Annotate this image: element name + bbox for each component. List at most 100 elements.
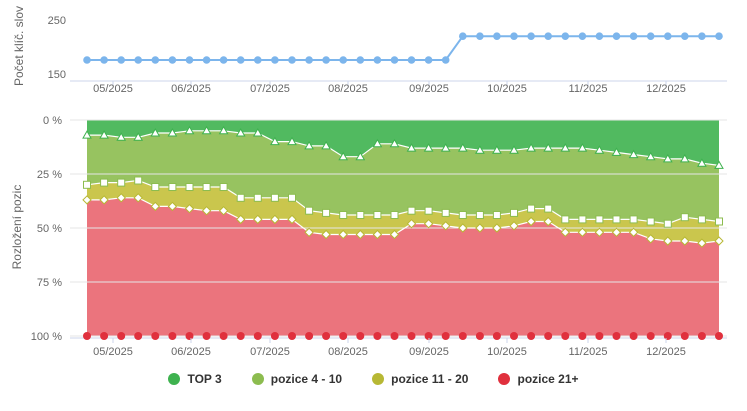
- legend-item-pozice-4-10[interactable]: pozice 4 - 10: [251, 372, 343, 386]
- top3-point: [679, 153, 690, 163]
- top3-point: [270, 136, 280, 146]
- top3-point: [526, 143, 536, 152]
- top3-point: [184, 125, 195, 135]
- pozice-11-20-point: [543, 216, 553, 227]
- pozice-11-20-point: [492, 223, 502, 233]
- top3-point: [304, 140, 314, 150]
- top3-point: [287, 136, 297, 146]
- pozice-11-20-point: [714, 236, 724, 246]
- top3-point: [235, 127, 246, 137]
- pozice-11-20-point: [594, 227, 605, 238]
- bottom-x-tick-label: 07/2025: [250, 346, 290, 358]
- pozice-4-10-point: [475, 211, 484, 219]
- area-pozice-4-10: [87, 130, 719, 224]
- pozice-11-20-point: [645, 234, 656, 244]
- legend-marker-icon: [498, 373, 511, 385]
- top3-point: [697, 158, 707, 167]
- top3-point: [645, 151, 656, 161]
- bottom-y-tick-label: 75 %: [37, 277, 62, 289]
- keyword-count-point: [441, 56, 450, 64]
- top3-point: [509, 145, 519, 154]
- pozice-11-20-point: [167, 201, 178, 212]
- top3-point: [662, 153, 673, 163]
- top3-point: [594, 145, 605, 154]
- legend-item-pozice-21plus[interactable]: pozice 21+: [498, 372, 579, 386]
- top-chart-line-layer: [83, 32, 723, 64]
- pozice-21plus-point: [253, 332, 262, 340]
- top3-point: [389, 138, 400, 148]
- area-top3: [87, 120, 719, 166]
- pozice-11-20-point: [116, 193, 126, 203]
- pozice-21plus-point: [595, 332, 604, 340]
- pozice-21plus-point: [219, 332, 228, 340]
- keyword-count-point: [219, 56, 228, 64]
- top3-point: [99, 130, 109, 139]
- pozice-4-10-point: [458, 211, 467, 219]
- pozice-4-10-point: [527, 204, 536, 213]
- top3-point: [150, 127, 161, 137]
- pozice-21plus-point: [612, 332, 621, 340]
- pozice-4-10-point: [134, 176, 143, 185]
- bottom-x-tick-label: 09/2025: [409, 346, 449, 358]
- pozice-21plus-point: [527, 332, 536, 340]
- keyword-count-point: [681, 32, 689, 40]
- pozice-4-10-point: [185, 183, 194, 191]
- pozice-21plus-point: [680, 332, 689, 340]
- legend-label: TOP 3: [187, 372, 222, 386]
- pozice-4-10-point: [151, 183, 160, 191]
- legend-label: pozice 21+: [517, 372, 579, 386]
- top-chart-y-ticks: 250 150: [48, 15, 66, 81]
- pozice-11-20-point: [355, 229, 366, 240]
- legend-label: pozice 4 - 10: [270, 372, 343, 386]
- pozice-4-10-point: [578, 215, 587, 224]
- keyword-count-point: [253, 56, 262, 64]
- legend-marker-icon: [251, 373, 264, 385]
- pozice-21plus-point: [424, 332, 433, 340]
- legend-item-top3[interactable]: TOP 3: [168, 372, 222, 386]
- top-x-tick-label: 10/2025: [487, 83, 527, 95]
- pozice-21plus-point: [458, 332, 467, 340]
- legend-label: pozice 11 - 20: [391, 372, 469, 386]
- bottom-y-axis-title: Rozložení pozic: [10, 185, 24, 270]
- pozice-21plus-point: [356, 332, 365, 340]
- top3-point: [252, 127, 263, 137]
- pozice-21plus-point: [322, 332, 331, 340]
- pozice-4-10-point: [510, 208, 518, 217]
- pozice-11-20-point: [201, 205, 212, 216]
- pozice-4-10-point: [441, 208, 450, 217]
- top3-point: [457, 143, 468, 152]
- keyword-count-point: [168, 56, 177, 64]
- keyword-count-point: [544, 32, 552, 40]
- pozice-21plus-point: [629, 332, 638, 340]
- pozice-4-10-point: [390, 211, 399, 219]
- bottom-y-tick-label: 100 %: [31, 331, 62, 343]
- pozice-11-20-point: [628, 227, 639, 238]
- keyword-count-point: [510, 32, 518, 40]
- pozice-4-10-point: [680, 213, 689, 222]
- pozice-21plus-point: [715, 332, 723, 340]
- top-x-tick-label: 09/2025: [409, 83, 449, 95]
- keyword-count-point: [407, 56, 416, 64]
- top3-point: [355, 151, 366, 161]
- top3-point: [372, 138, 383, 148]
- pozice-4-10-point: [236, 193, 245, 202]
- pozice-21plus-point: [134, 332, 143, 340]
- keyword-count-point: [664, 32, 672, 40]
- pozice-11-20-point: [372, 229, 383, 240]
- top-x-tick-label: 06/2025: [171, 83, 211, 95]
- top-x-tick-label: 11/2025: [569, 83, 608, 95]
- top3-point: [577, 143, 588, 152]
- top3-point: [218, 125, 229, 135]
- bottom-x-tick-label: 08/2025: [328, 346, 368, 358]
- pozice-21plus-point: [578, 332, 587, 340]
- pozice-4-10-point: [492, 211, 501, 219]
- legend-item-pozice-11-20[interactable]: pozice 11 - 20: [372, 372, 468, 386]
- pozice-4-10-point: [83, 180, 91, 189]
- keyword-count-point: [288, 56, 296, 64]
- pozice-4-10-point: [356, 211, 365, 219]
- top3-point: [406, 143, 417, 152]
- pozice-21plus-point: [202, 332, 211, 340]
- top3-point: [714, 160, 724, 169]
- pozice-21plus-point: [475, 332, 484, 340]
- pozice-11-20-point: [133, 193, 143, 203]
